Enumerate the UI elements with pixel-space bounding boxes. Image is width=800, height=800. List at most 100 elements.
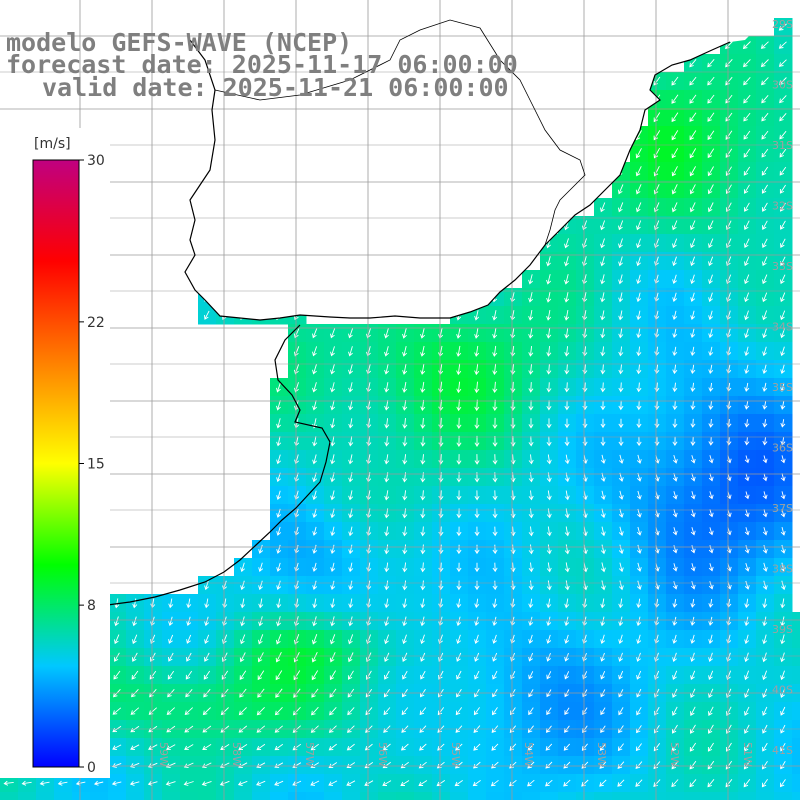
wind-arrow: [330, 598, 336, 609]
wind-arrow: [564, 454, 570, 465]
wind-arrow: [762, 509, 768, 518]
wind-arrow: [420, 327, 426, 339]
wind-arrow: [312, 400, 318, 411]
wind-cell: [288, 792, 307, 800]
wind-arrow: [743, 202, 750, 212]
wind-arrow: [762, 292, 768, 303]
wind-arrow: [672, 670, 678, 680]
wind-arrow: [762, 310, 768, 321]
wind-arrow: [744, 346, 750, 357]
country-border: [214, 19, 586, 246]
wind-arrow: [348, 418, 354, 429]
lat-label: 31S: [772, 139, 793, 152]
wind-arrow: [528, 562, 534, 573]
wind-arrow: [274, 780, 284, 786]
wind-arrow: [707, 148, 715, 159]
wind-cell: [108, 792, 127, 800]
wind-arrow: [527, 743, 535, 751]
wind-arrow: [725, 779, 733, 788]
wind-cell: [234, 792, 253, 800]
lon-label: 52W: [668, 742, 681, 767]
wind-arrow: [780, 634, 786, 645]
lat-label: 39S: [772, 623, 793, 636]
wind-arrow: [725, 202, 732, 213]
wind-arrow: [726, 419, 732, 428]
wind-arrow: [312, 328, 318, 339]
wind-arrow: [528, 274, 534, 285]
wind-arrow: [456, 652, 462, 662]
wind-arrow: [708, 652, 713, 662]
wind-arrow: [112, 707, 122, 715]
wind-arrow: [618, 580, 624, 591]
wind-arrow: [312, 346, 318, 357]
wind-arrow: [257, 670, 265, 681]
wind-arrow: [690, 310, 696, 321]
wind-arrow: [617, 184, 624, 195]
wind-arrow: [384, 544, 390, 555]
wind-arrow: [618, 508, 624, 518]
wind-arrow: [744, 473, 750, 482]
wind-arrow: [636, 292, 642, 303]
wind-arrow: [689, 59, 697, 68]
wind-arrow: [707, 94, 715, 104]
wind-arrow: [636, 544, 642, 554]
wind-arrow: [312, 382, 317, 393]
wind-arrow: [130, 707, 140, 715]
wind-arrow: [707, 166, 714, 177]
wind-arrow: [312, 580, 318, 591]
lat-label: 40S: [772, 684, 793, 697]
wind-arrow: [690, 563, 696, 572]
wind-arrow: [762, 562, 768, 572]
wind-arrow: [420, 399, 426, 411]
wind-arrow: [420, 417, 426, 429]
wind-arrow: [256, 780, 266, 786]
wind-arrow: [310, 780, 320, 786]
wind-arrow: [671, 202, 678, 213]
wind-arrow: [690, 455, 696, 464]
wind-cell: [720, 792, 739, 800]
wind-arrow: [474, 580, 480, 591]
wind-arrow: [762, 382, 768, 392]
wind-arrow: [672, 238, 678, 249]
wind-arrow: [420, 345, 426, 357]
wind-arrow: [708, 292, 713, 303]
wind-arrow: [384, 328, 389, 339]
wind-arrow: [780, 598, 786, 609]
wind-arrow: [528, 382, 534, 393]
wind-arrow: [600, 418, 606, 429]
wind-arrow: [707, 76, 715, 86]
wind-arrow: [328, 780, 338, 786]
wind-arrow: [600, 238, 605, 249]
wind-arrow: [420, 544, 426, 555]
wind-arrow: [582, 400, 588, 411]
wind-arrow: [564, 364, 570, 375]
wind-arrow: [618, 274, 624, 285]
wind-arrow: [708, 491, 714, 500]
wind-arrow: [491, 761, 499, 769]
wind-arrow: [166, 707, 176, 715]
wind-arrow: [492, 399, 498, 412]
wind-arrow: [258, 544, 264, 554]
wind-arrow: [348, 490, 354, 501]
wind-arrow: [276, 400, 281, 411]
lon-label: 58W: [230, 742, 243, 767]
wind-cell: [792, 774, 800, 793]
wind-arrow: [690, 509, 696, 518]
wind-arrow: [402, 327, 407, 339]
wind-arrow: [75, 780, 86, 786]
wind-arrow: [402, 562, 408, 573]
wind-arrow: [330, 526, 336, 537]
wind-arrow: [330, 580, 336, 591]
wind-arrow: [400, 780, 410, 786]
wind-arrow: [744, 580, 750, 590]
wind-arrow: [707, 779, 715, 788]
wind-arrow: [546, 418, 552, 429]
wind-arrow: [402, 652, 408, 662]
wind-arrow: [744, 292, 750, 303]
wind-arrow: [402, 418, 408, 429]
wind-arrow: [346, 780, 356, 786]
lat-label: 33S: [772, 260, 793, 273]
wind-cell: [396, 792, 415, 800]
wind-arrow: [132, 634, 138, 645]
wind-arrow: [636, 580, 642, 591]
